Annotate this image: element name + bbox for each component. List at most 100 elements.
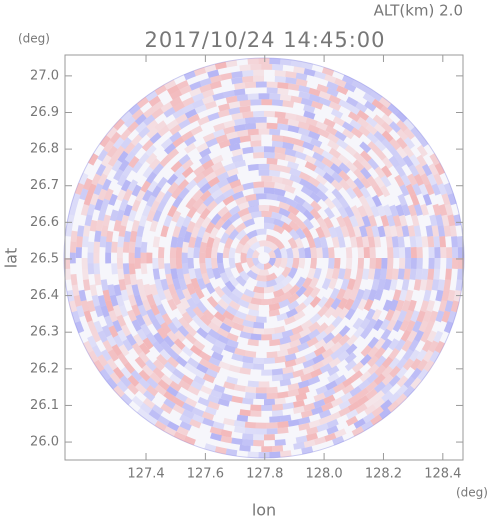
radar-cell (138, 126, 151, 139)
radar-cell (101, 154, 112, 167)
radar-cell (298, 91, 311, 100)
radar-cell (318, 90, 331, 101)
radar-cell (352, 317, 364, 330)
radar-cell (99, 368, 111, 381)
radar-cell (355, 101, 368, 113)
radar-cell (302, 226, 313, 239)
radar-cell (328, 277, 338, 290)
radar-cell (422, 349, 434, 363)
radar-cell (304, 247, 312, 258)
radar-cell (232, 190, 244, 201)
radar-cell (274, 439, 286, 446)
radar-cell (120, 110, 133, 123)
radar-cell (100, 198, 110, 211)
radar-cell (299, 178, 312, 189)
radar-cell (373, 268, 382, 280)
radar-cell (65, 225, 73, 237)
radar-cell (271, 140, 284, 148)
y-tick-label: 26.5 (30, 251, 59, 266)
radar-cell (183, 70, 196, 81)
radar-cell (183, 273, 192, 285)
radar-cell (322, 165, 335, 177)
radar-cell (349, 119, 362, 131)
radar-cell (388, 392, 401, 404)
radar-cell (433, 268, 441, 280)
radar-cell (184, 362, 197, 374)
radar-cell (324, 432, 337, 442)
radar-cell (403, 127, 415, 140)
radar-cell (194, 216, 205, 229)
radar-cell (372, 184, 384, 198)
radar-cell (87, 320, 97, 333)
radar-cell (226, 376, 238, 385)
radar-cell (234, 159, 246, 169)
radar-cell (274, 188, 286, 197)
radar-cell (234, 310, 247, 320)
radar-cell (210, 74, 222, 84)
radar-cell (389, 121, 401, 133)
radar-cell (122, 338, 134, 352)
radar-cell (313, 236, 322, 249)
radar-cell (91, 294, 101, 307)
radar-cell (135, 382, 147, 395)
radar-cell (172, 225, 182, 238)
radar-cell (239, 99, 251, 107)
radar-cell (160, 403, 173, 415)
radar-cell (352, 361, 364, 373)
radar-cell (120, 393, 133, 406)
radar-cell (217, 398, 230, 407)
radar-cell (439, 236, 446, 248)
radar-cell (156, 200, 167, 213)
radar-cell (167, 322, 179, 335)
radar-cell (113, 118, 125, 131)
radar-cell (410, 358, 422, 371)
radar-cell (268, 205, 281, 214)
radar-cell (186, 283, 196, 296)
radar-cell (288, 220, 300, 232)
radar-cell (302, 200, 314, 213)
radar-cell (274, 238, 285, 250)
radar-cell (97, 209, 107, 221)
altitude-label: ALT(km) 2.0 (374, 2, 463, 20)
radar-cell (202, 373, 216, 384)
radar-cell (327, 258, 335, 269)
radar-cell (157, 415, 170, 427)
radar-cell (253, 75, 264, 82)
radar-cell (258, 58, 270, 64)
radar-cell (217, 109, 230, 118)
radar-cell (266, 422, 278, 429)
radar-cell (183, 231, 192, 243)
radar-cell (209, 426, 222, 436)
radar-cell (167, 181, 179, 194)
radar-cell (385, 268, 393, 280)
radar-cell (189, 81, 202, 91)
radar-cell (164, 263, 172, 275)
radar-cell (99, 236, 107, 248)
radar-cell (315, 121, 328, 131)
radar-cell (170, 160, 183, 173)
radar-cell (75, 247, 82, 258)
radar-cell (218, 139, 231, 149)
radar-cell (226, 167, 239, 177)
radar-cell (212, 92, 225, 101)
radar-cell (328, 411, 341, 422)
radar-cell (337, 297, 349, 310)
radar-cell (117, 268, 125, 280)
radar-cell (330, 341, 343, 353)
radar-cell (447, 310, 457, 323)
radar-cell (433, 330, 444, 343)
radar-cell (161, 313, 173, 326)
radar-cell (261, 298, 273, 306)
radar-cell (416, 144, 428, 157)
radar-cell (287, 346, 300, 355)
radar-cell (214, 166, 227, 177)
radar-cell (232, 184, 245, 194)
radar-cell (233, 124, 246, 132)
radar-cell (306, 426, 319, 436)
radar-cell (261, 404, 273, 411)
y-tick-label: 27.0 (30, 68, 59, 83)
radar-cell (244, 392, 257, 399)
radar-cell (287, 382, 300, 391)
radar-cell (289, 167, 302, 177)
radar-cell (301, 446, 314, 455)
